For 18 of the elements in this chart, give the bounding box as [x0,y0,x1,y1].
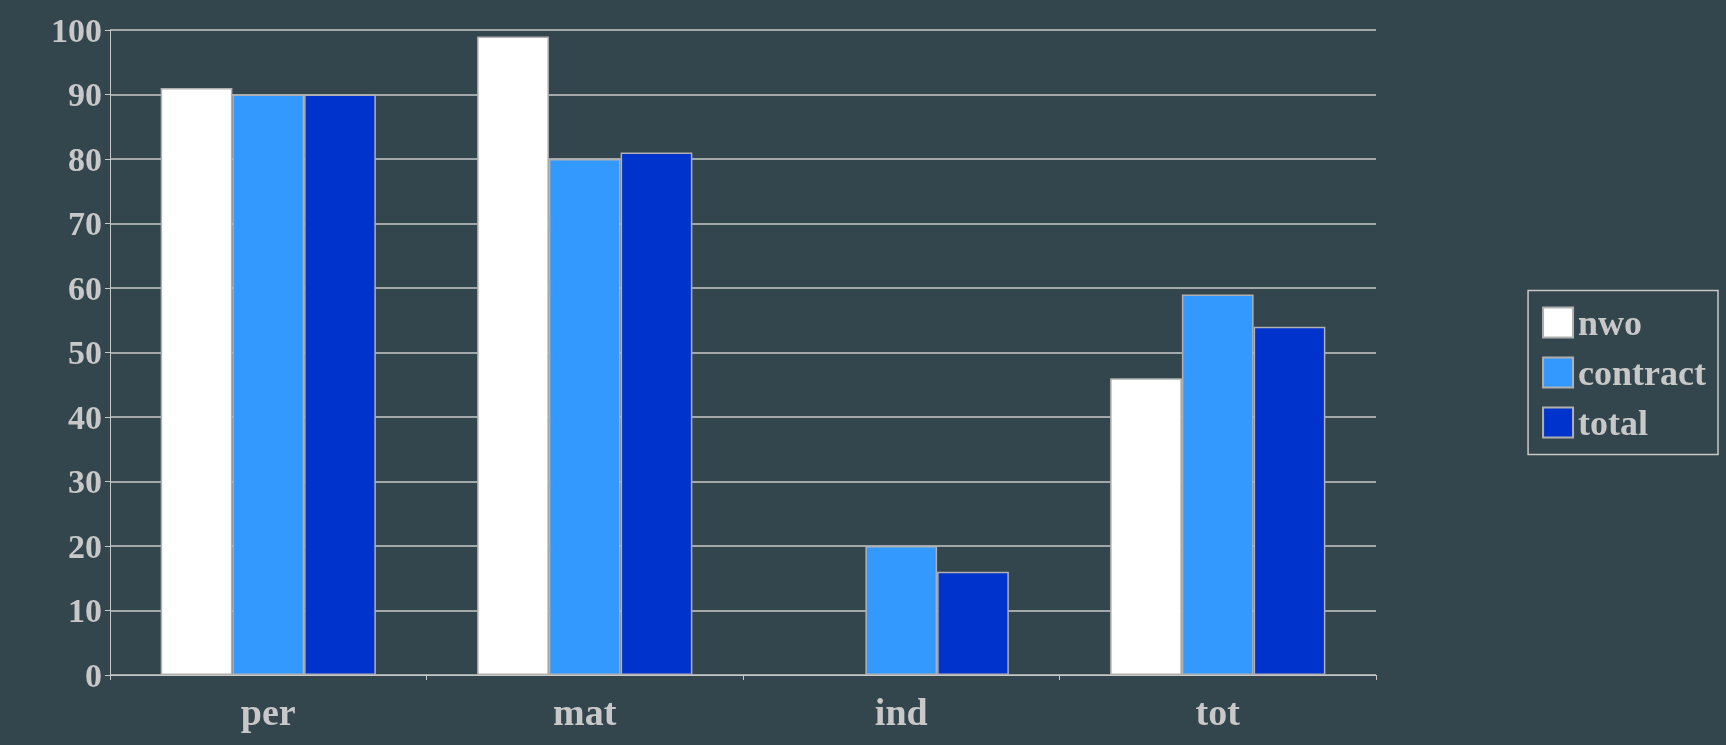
x-tick-label: tot [1195,691,1241,733]
x-tick-label: per [240,691,296,733]
y-tick-label: 40 [68,398,102,436]
y-tick-label: 80 [68,140,102,178]
y-tick-label: 30 [68,463,102,500]
y-tick-label: 20 [68,527,102,565]
y-tick-label: 10 [68,592,102,629]
legend-label: total [1578,402,1649,443]
y-tick-label: 60 [68,269,102,307]
y-tick-label: 70 [68,205,102,242]
legend-label: contract [1578,352,1707,393]
x-tick-label: ind [874,691,928,733]
y-tick-label: 0 [85,656,102,694]
x-tick-label: mat [553,691,617,733]
y-tick-label: 100 [51,11,102,49]
y-tick-label: 50 [68,334,102,371]
y-tick-label: 90 [68,76,102,113]
legend-label: nwo [1578,302,1643,343]
